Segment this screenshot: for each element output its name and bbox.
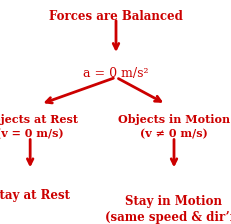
Text: Objects at Rest
(v = 0 m/s): Objects at Rest (v = 0 m/s) <box>0 114 77 139</box>
Text: Stay at Rest: Stay at Rest <box>0 189 69 202</box>
Text: Stay in Motion
(same speed & dir’n): Stay in Motion (same speed & dir’n) <box>104 195 231 224</box>
Text: Forces are Balanced: Forces are Balanced <box>49 10 182 23</box>
Text: a = 0 m/s²: a = 0 m/s² <box>83 67 148 80</box>
Text: Objects in Motion
(v ≠ 0 m/s): Objects in Motion (v ≠ 0 m/s) <box>117 114 229 139</box>
